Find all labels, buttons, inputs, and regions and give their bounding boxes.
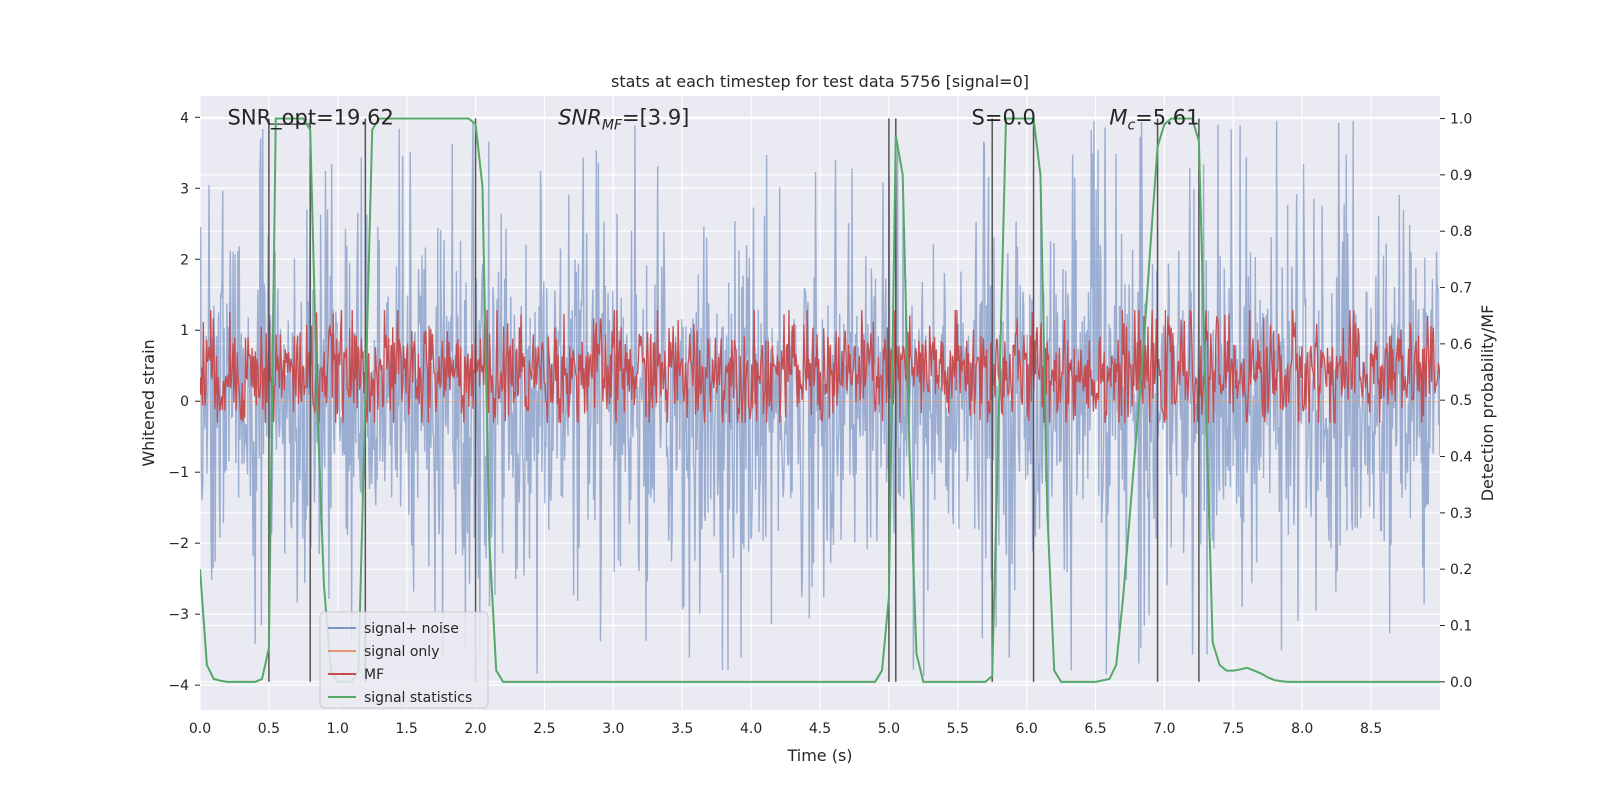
x-tick-label: 7.5 [1222,721,1244,737]
annotations: SNR_opt=19.62 SNRMF=[3.9] S=0.0 Mc=5.61 [228,105,1200,133]
legend: signal+ noise signal only MF signal statist… [319,611,489,709]
y-right-tick-label: 0.9 [1450,168,1472,184]
x-tick-label: 3.5 [671,721,693,737]
x-tick-label: 8.5 [1360,721,1382,737]
x-tick-label: 6.5 [1084,721,1106,737]
x-tick-label: 1.5 [396,721,418,737]
y-right-tick-label: 0.1 [1450,619,1472,635]
y-left-tick-label: 1 [180,323,189,339]
x-tick-label: 5.0 [878,721,900,737]
y-right-tick-label: 0.8 [1450,224,1472,240]
x-tick-label: 2.0 [464,721,486,737]
y-left-tick-label: 3 [180,181,189,197]
x-axis-label: Time (s) [786,746,852,765]
x-tick-label: 7.0 [1153,721,1175,737]
chart-title: stats at each timestep for test data 575… [611,72,1029,91]
annotation-1: SNRMF=[3.9] [558,105,689,133]
y-left-axis-ticks: −4 −3 −2 −1 0 1 2 3 4 [168,110,200,694]
x-tick-label: 6.0 [1016,721,1038,737]
y-left-tick-label: 2 [180,252,189,268]
x-tick-label: 8.0 [1291,721,1313,737]
x-axis-ticks: 0.0 0.5 1.0 1.5 2.0 2.5 3.0 3.5 4.0 4.5 5.0 5.5 6.0 6… [189,721,1382,737]
annotation-0: SNR_opt=19.62 [228,105,394,130]
y-right-tick-label: 0.5 [1450,393,1472,409]
annotation-subscript: MF [602,117,623,133]
y-left-tick-label: −3 [168,607,189,623]
legend-label: signal only [364,644,439,660]
y-left-tick-label: 4 [180,110,189,126]
annotation-value: =5.61 [1135,105,1199,129]
annotation-value: =[3.9] [622,105,689,129]
mf-series [200,309,1440,424]
mf-line [200,309,1440,424]
legend-label: signal+ noise [364,621,459,637]
x-tick-label: 1.0 [327,721,349,737]
x-tick-label: 0.0 [189,721,211,737]
y-left-tick-label: 0 [180,394,189,410]
y-right-tick-label: 0.7 [1450,281,1472,297]
y-right-tick-label: 1.0 [1450,112,1472,128]
annotation-2: S=0.0 [972,105,1036,129]
annotation-base: SNR [558,105,602,129]
x-tick-label: 2.5 [533,721,555,737]
y-left-axis-label: Whitened strain [139,339,158,466]
annotation-3: Mc=5.61 [1109,105,1199,133]
y-left-tick-label: −4 [168,678,189,694]
annotation-base: M [1109,105,1127,129]
y-right-tick-label: 0.4 [1450,450,1472,466]
x-tick-label: 4.0 [740,721,762,737]
y-left-tick-label: −1 [168,465,189,481]
x-tick-label: 5.5 [947,721,969,737]
y-right-tick-label: 0.0 [1450,675,1472,691]
legend-box [319,611,489,709]
y-left-tick-label: −2 [168,536,189,552]
annotation-subscript: c [1127,117,1135,133]
x-tick-label: 0.5 [258,721,280,737]
signal-statistics-line [200,117,1440,683]
y-right-tick-label: 0.6 [1450,337,1472,353]
y-right-axis-ticks: 0.0 0.1 0.2 0.3 0.4 0.5 0.6 0.7 0.8 0.9 1.0 [1440,112,1472,691]
y-right-axis-label: Detection probability/MF [1478,305,1497,502]
y-right-tick-label: 0.3 [1450,506,1472,522]
y-right-tick-label: 0.2 [1450,562,1472,578]
legend-label: signal statistics [364,690,472,706]
legend-label: MF [364,667,384,683]
x-tick-label: 4.5 [809,721,831,737]
signal-statistics-series [200,117,1440,683]
x-tick-label: 3.0 [602,721,624,737]
